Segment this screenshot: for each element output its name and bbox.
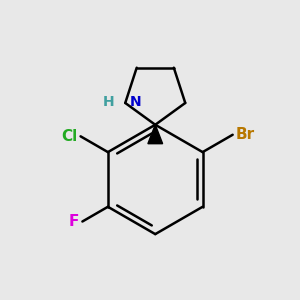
Text: F: F [69, 214, 79, 229]
Text: Cl: Cl [61, 129, 77, 144]
Polygon shape [148, 125, 163, 144]
Text: N: N [130, 95, 141, 109]
Text: H: H [103, 95, 115, 109]
Text: Br: Br [236, 127, 255, 142]
